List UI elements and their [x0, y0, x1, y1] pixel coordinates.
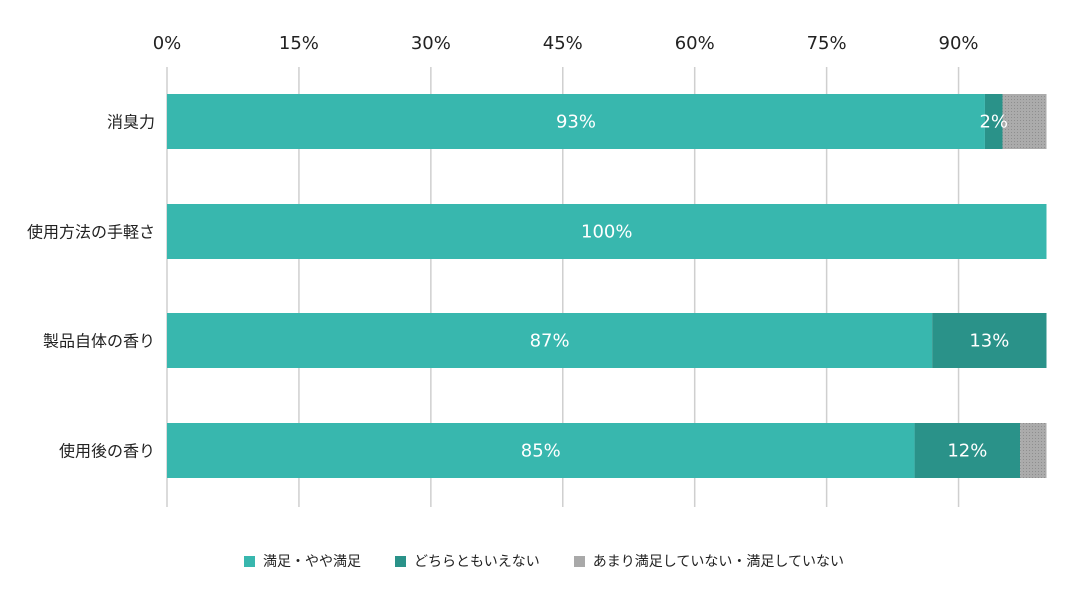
legend-swatch-dissatisfied — [573, 555, 585, 567]
legend-item-neutral: どちらともいえない — [395, 551, 540, 571]
bar-segment — [1002, 94, 1047, 149]
x-tick-label: 15% — [279, 33, 319, 54]
x-tick-label: 30% — [411, 33, 451, 54]
x-tick-label: 90% — [939, 33, 979, 54]
x-tick-label: 45% — [543, 33, 583, 54]
data-label: 87% — [530, 331, 570, 352]
x-tick-label: 60% — [675, 33, 715, 54]
bar-segment — [167, 94, 985, 149]
legend-label-satisfied: 満足・やや満足 — [263, 554, 362, 570]
legend-swatch-neutral — [395, 555, 407, 567]
bar-segment — [167, 423, 915, 478]
data-label: 100% — [581, 222, 632, 243]
legend-item-dissatisfied: あまり満足していない・満足していない — [573, 551, 844, 571]
bars — [167, 94, 1047, 478]
legend-label-dissatisfied: あまり満足していない・満足していない — [592, 554, 844, 570]
bar-segment — [167, 204, 1047, 259]
data-label: 2% — [979, 112, 1008, 133]
bar-segment — [932, 313, 1047, 368]
x-axis-tick-labels: 0% 15% 30% 45% 60% 75% 90% — [153, 33, 979, 54]
legend: 満足・やや満足 どちらともいえない あまり満足していない・満足していない — [0, 551, 1088, 571]
data-label: 13% — [969, 331, 1009, 352]
data-label: 12% — [947, 441, 987, 462]
legend-item-satisfied: 満足・やや満足 — [244, 551, 361, 571]
bar-segment — [1020, 423, 1047, 478]
x-tick-label: 0% — [153, 33, 182, 54]
category-label: 製品自体の香り — [43, 332, 155, 351]
category-label: 使用方法の手軽さ — [27, 223, 155, 242]
bar-segment — [914, 423, 1021, 478]
category-label: 使用後の香り — [59, 442, 155, 461]
bar-segment — [984, 94, 1003, 149]
bar-segment — [167, 313, 933, 368]
x-tick-label: 75% — [807, 33, 847, 54]
data-label: 85% — [521, 441, 561, 462]
legend-label-neutral: どちらともいえない — [414, 554, 540, 570]
category-label: 消臭力 — [107, 113, 155, 132]
legend-swatch-satisfied — [244, 555, 256, 567]
data-labels: 93% 2% 100% 87% 13% 85% 12% — [521, 112, 1010, 462]
data-label: 93% — [556, 112, 596, 133]
